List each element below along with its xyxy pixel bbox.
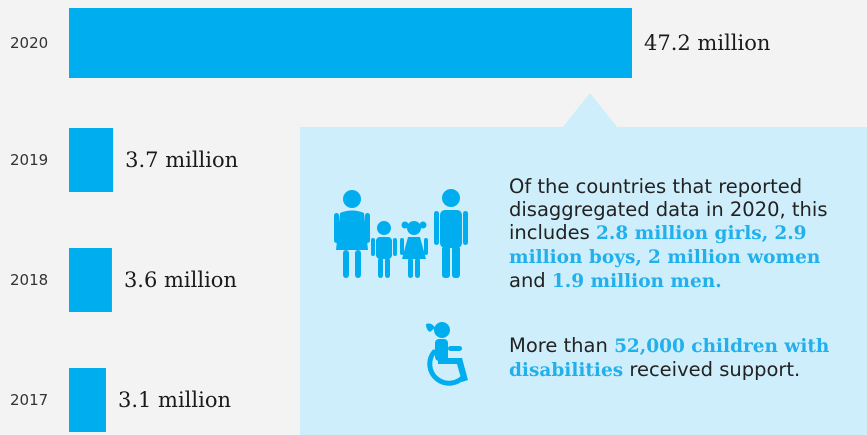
men-count: 1.9 million men	[551, 271, 716, 292]
value-label-2019: 3.7 million	[125, 148, 238, 172]
family-icon	[334, 189, 468, 278]
bar-2020	[69, 8, 632, 78]
women-count: 2 million women	[648, 247, 821, 268]
girls-count: 2.8 million girls,	[596, 223, 769, 244]
value-label-2020: 47.2 million	[644, 31, 770, 55]
category-label-2019: 2019	[10, 151, 48, 169]
category-label-2020: 2020	[10, 34, 48, 52]
callout-text-2b: received support.	[623, 358, 801, 381]
callout-text-and: and	[509, 269, 552, 292]
callout-text-disaggregated: Of the countries that reported disaggreg…	[509, 175, 859, 293]
category-label-2018: 2018	[10, 271, 48, 289]
boys-count: 2.9 million boys,	[509, 223, 807, 268]
callout-box	[300, 127, 867, 435]
value-label-2017: 3.1 million	[118, 388, 231, 412]
bar-2017	[69, 368, 106, 432]
callout-text-period: .	[715, 271, 722, 292]
callout-pointer	[562, 93, 618, 128]
callout-text-1a: Of the countries that reported disaggreg…	[509, 175, 828, 244]
callout-text-2a: More than	[509, 334, 615, 357]
category-label-2017: 2017	[10, 391, 48, 409]
value-label-2018: 3.6 million	[124, 268, 237, 292]
children-with-disabilities-count: 52,000 children with disabilities	[509, 336, 830, 381]
wheelchair-icon	[426, 322, 468, 386]
bar-2019	[69, 128, 114, 192]
bar-2018	[69, 248, 112, 312]
callout-text-disabilities: More than 52,000 children with disabilit…	[509, 334, 859, 382]
